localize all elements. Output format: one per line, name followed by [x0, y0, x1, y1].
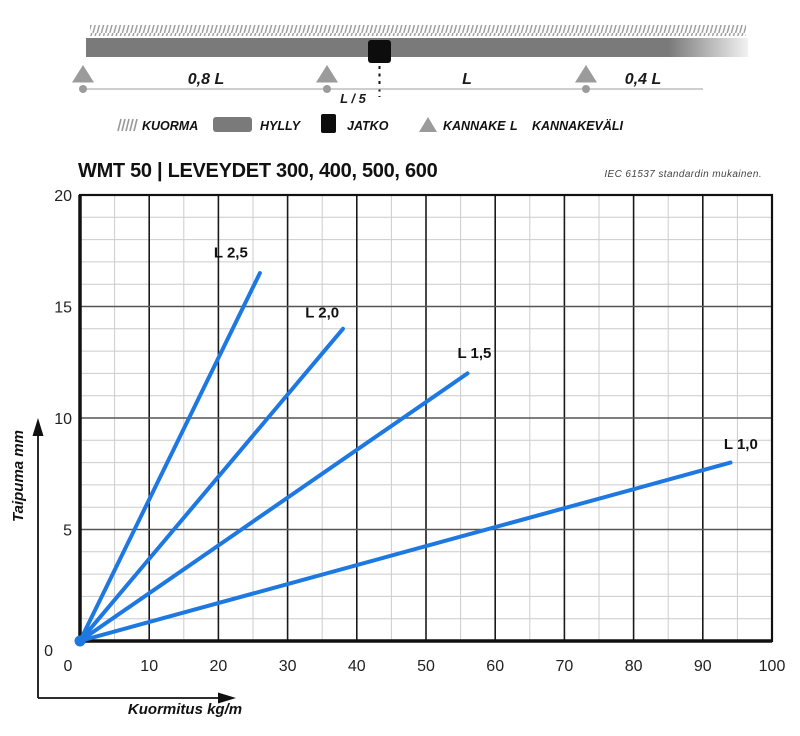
- y-tick-label: 15: [54, 300, 72, 317]
- arrow-up-icon: [32, 418, 44, 436]
- series-label: L 2,5: [214, 244, 248, 261]
- support-icon: [316, 65, 338, 83]
- legend-label: HYLLY: [260, 119, 302, 133]
- page-title: WMT 50 | LEVEYDET 300, 400, 500, 600: [78, 160, 438, 182]
- series-labels: L 2,5 L 2,0 L 1,5 L 1,0: [214, 244, 758, 453]
- x-tick-label: 10: [140, 658, 158, 675]
- span-label-3: 0,4 L: [625, 71, 661, 88]
- x-axis-title: Kuormitus kg/m: [128, 701, 242, 718]
- tray-beam: [86, 38, 748, 57]
- joint-icon: [368, 40, 391, 63]
- y-tick-label: 0: [44, 643, 53, 660]
- span-label-1: 0,8 L: [188, 71, 224, 88]
- x-tick-label: 100: [759, 658, 786, 675]
- series-label: L 1,5: [457, 345, 491, 362]
- x-tick-label: 50: [417, 658, 435, 675]
- x-tick-label: 90: [694, 658, 712, 675]
- legend-label: KUORMA: [142, 119, 198, 133]
- series-label: L 2,0: [305, 305, 339, 322]
- dimension-dot: [323, 85, 331, 93]
- legend-label: KANNAKEVÄLI: [532, 118, 624, 133]
- series-line: [78, 271, 262, 643]
- legend-item-kannakevali: L KANNAKEVÄLI: [510, 118, 624, 133]
- x-tick-label: 70: [556, 658, 574, 675]
- support-icon: [419, 117, 437, 132]
- hatch-icon: [117, 118, 138, 132]
- load-hatch-icon: [90, 25, 746, 36]
- y-tick-label: 20: [54, 188, 72, 205]
- y-tick-label: 10: [54, 411, 72, 428]
- y-tick-labels: 0 5 10 15 20: [44, 188, 72, 660]
- grid-major: [80, 195, 772, 641]
- x-tick-label: 30: [279, 658, 297, 675]
- x-tick-label: 0: [64, 658, 73, 675]
- span-label-2: L: [462, 71, 472, 88]
- origin-point: [74, 635, 86, 647]
- series-label: L 1,0: [724, 436, 758, 453]
- letter-L-icon: L: [510, 119, 518, 133]
- support-icon: [72, 65, 94, 83]
- series-line: [78, 460, 733, 643]
- x-tick-label: 20: [210, 658, 228, 675]
- x-tick-labels: 0 10 20 30 40 50 60 70 80 90 100: [64, 658, 786, 675]
- x-tick-label: 80: [625, 658, 643, 675]
- joint-icon: [321, 114, 336, 133]
- legend-label: KANNAKE: [443, 119, 506, 133]
- legend-label: JATKO: [347, 119, 389, 133]
- series-line: [78, 326, 345, 643]
- support-icon: [575, 65, 597, 83]
- header: WMT 50 | LEVEYDET 300, 400, 500, 600 IEC…: [78, 160, 762, 182]
- joint-offset-label: L / 5: [340, 91, 367, 106]
- legend-item-jatko: JATKO: [321, 114, 389, 133]
- series-lines: [78, 271, 733, 643]
- y-tick-label: 5: [63, 523, 72, 540]
- beam-icon: [213, 117, 252, 132]
- dimension-dot: [582, 85, 590, 93]
- legend-item-kannake: KANNAKE: [419, 117, 506, 133]
- legend-item-hylly: HYLLY: [213, 117, 302, 133]
- beam-diagram: 0,8 L L 0,4 L L / 5: [72, 25, 748, 106]
- x-tick-label: 40: [348, 658, 366, 675]
- legend: KUORMA HYLLY JATKO KANNAKE L KANNAKEVÄLI: [117, 114, 624, 133]
- series-line: [78, 371, 470, 643]
- y-axis-title: Taipuma mm: [10, 430, 27, 522]
- x-tick-label: 60: [486, 658, 504, 675]
- deflection-chart: L 2,5L 2,0L 1,5L 1,0 0 10 20 30 40 50 60 70 80 90…: [10, 188, 785, 718]
- legend-item-kuorma: KUORMA: [117, 118, 198, 133]
- arrow-right-icon: [218, 692, 236, 704]
- standard-note: IEC 61537 standardin mukainen.: [604, 169, 762, 180]
- dimension-dot: [79, 85, 87, 93]
